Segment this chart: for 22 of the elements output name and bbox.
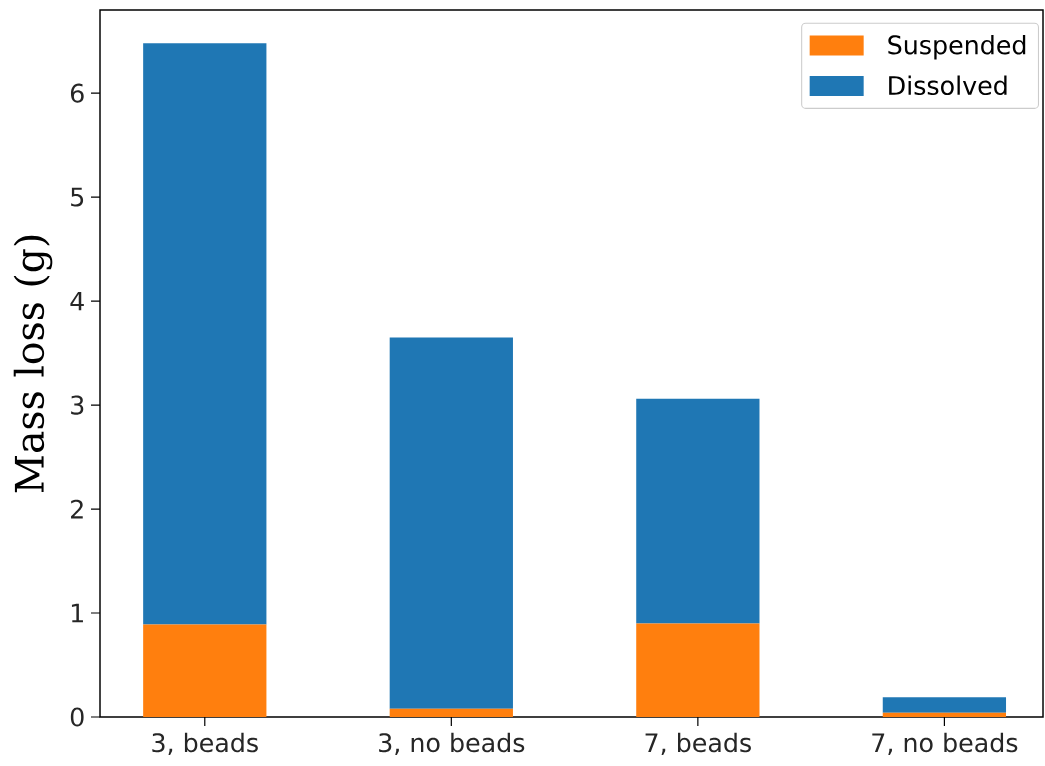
y-tick-label: 3	[71, 395, 84, 415]
bar	[636, 398, 760, 624]
y-tick-label: 2	[71, 499, 83, 519]
x-tick-label: 3, beads	[152, 732, 258, 755]
bar	[143, 43, 267, 625]
legend-label: Suspended	[888, 34, 1026, 60]
legend-label: Dissolved	[889, 75, 1007, 96]
bar	[389, 708, 513, 717]
y-tick-label: 5	[71, 187, 84, 207]
y-tick-label: 4	[70, 291, 84, 311]
x-tick-label: 3, no beads	[379, 732, 525, 755]
bar	[143, 624, 267, 717]
bar	[389, 337, 513, 709]
bar	[882, 712, 1007, 717]
y-tick-label: 1	[71, 603, 83, 623]
y-axis-title: Mass loss (g)	[13, 235, 53, 493]
x-tick-label: 7, beads	[645, 732, 751, 755]
x-tick-label: 7, no beads	[872, 732, 1018, 755]
y-tick-label: 6	[70, 83, 84, 103]
y-tick-label: 0	[70, 707, 84, 727]
bar	[636, 623, 760, 717]
bar	[882, 697, 1007, 713]
